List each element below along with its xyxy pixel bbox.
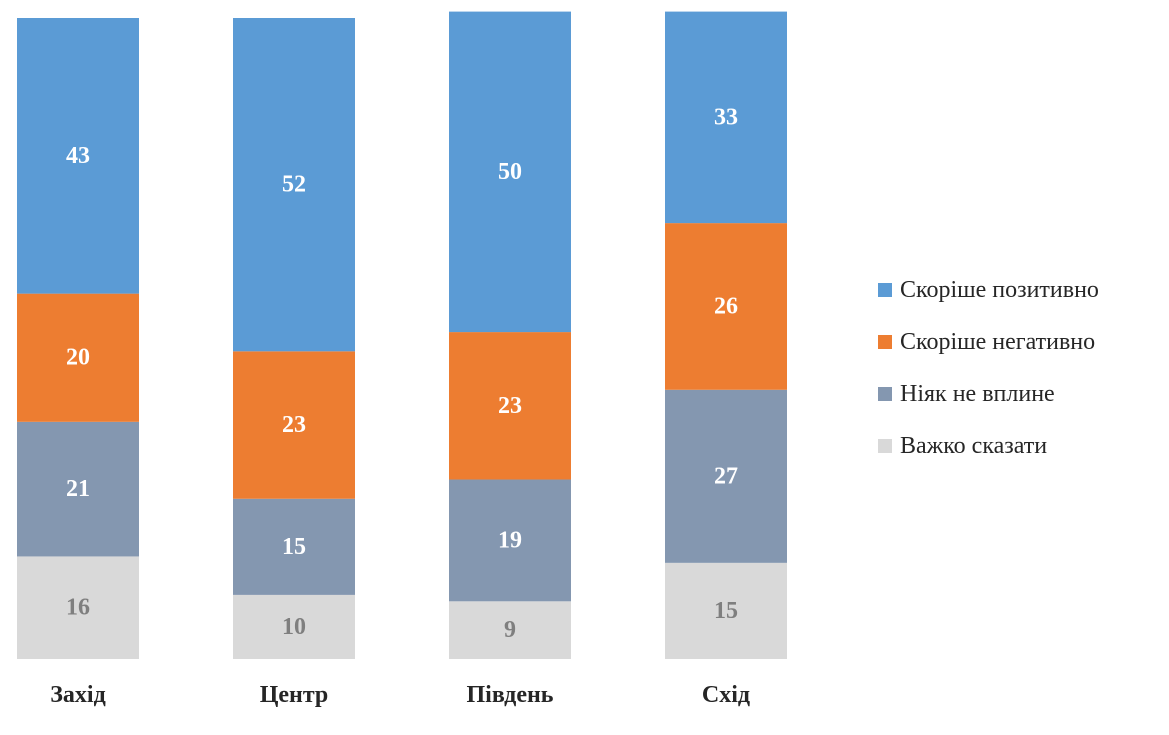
bar-segment-negative-1 xyxy=(17,293,139,422)
data-label-hard-to-say-1: 16 xyxy=(66,595,90,621)
legend-item-positive: Скоріше позитивно xyxy=(878,264,1099,316)
bar-segment-positive-2 xyxy=(233,18,355,352)
data-label-hard-to-say-3: 9 xyxy=(504,617,516,643)
category-label-2: Центр xyxy=(260,682,329,708)
data-label-no-effect-4: 27 xyxy=(714,463,738,489)
data-label-negative-3: 23 xyxy=(498,393,522,419)
category-label-3: Південь xyxy=(466,682,553,708)
data-label-positive-4: 33 xyxy=(714,104,738,130)
bar-segment-positive-3 xyxy=(449,11,571,333)
data-label-no-effect-3: 19 xyxy=(498,527,522,553)
bar-segment-hard-to-say-1 xyxy=(17,556,139,659)
bar-segment-no-effect-4 xyxy=(665,389,787,563)
legend-swatch-positive xyxy=(878,283,892,297)
data-label-positive-2: 52 xyxy=(282,172,306,198)
bar-segment-negative-2 xyxy=(233,351,355,499)
category-label-4: Схід xyxy=(702,682,750,708)
data-label-hard-to-say-2: 10 xyxy=(282,614,306,640)
legend-swatch-no-effect xyxy=(878,387,892,401)
legend-label-negative: Скоріше негативно xyxy=(900,328,1096,355)
legend-label-hard-to-say: Важко сказати xyxy=(900,432,1048,459)
bar-segment-no-effect-2 xyxy=(233,498,355,595)
bar-segment-hard-to-say-4 xyxy=(665,562,787,659)
data-label-no-effect-2: 15 xyxy=(282,534,306,560)
legend: Скоріше позитивно Скоріше негативно Ніяк… xyxy=(878,264,1099,472)
legend-item-no-effect: Ніяк не вплине xyxy=(878,368,1099,420)
bar-segment-negative-3 xyxy=(449,332,571,480)
legend-swatch-negative xyxy=(878,335,892,349)
legend-swatch-hard-to-say xyxy=(878,439,892,453)
data-label-no-effect-1: 21 xyxy=(66,476,90,502)
data-label-hard-to-say-4: 15 xyxy=(714,598,738,624)
data-label-negative-1: 20 xyxy=(66,345,90,371)
legend-item-negative: Скоріше негативно xyxy=(878,316,1099,368)
data-label-positive-3: 50 xyxy=(498,159,522,185)
legend-label-positive: Скоріше позитивно xyxy=(900,276,1099,303)
data-label-negative-2: 23 xyxy=(282,412,306,438)
bar-segment-hard-to-say-3 xyxy=(449,601,571,659)
data-label-negative-4: 26 xyxy=(714,293,738,319)
bar-segment-positive-1 xyxy=(17,18,139,294)
bar-segment-no-effect-1 xyxy=(17,421,139,557)
bar-segment-positive-4 xyxy=(665,11,787,224)
bar-segment-negative-4 xyxy=(665,223,787,390)
legend-item-hard-to-say: Важко сказати xyxy=(878,420,1099,472)
legend-label-no-effect: Ніяк не вплине xyxy=(900,380,1055,407)
bar-segment-hard-to-say-2 xyxy=(233,594,355,659)
bar-segment-no-effect-3 xyxy=(449,479,571,602)
category-label-1: Захід xyxy=(50,682,105,708)
data-label-positive-1: 43 xyxy=(66,143,90,169)
